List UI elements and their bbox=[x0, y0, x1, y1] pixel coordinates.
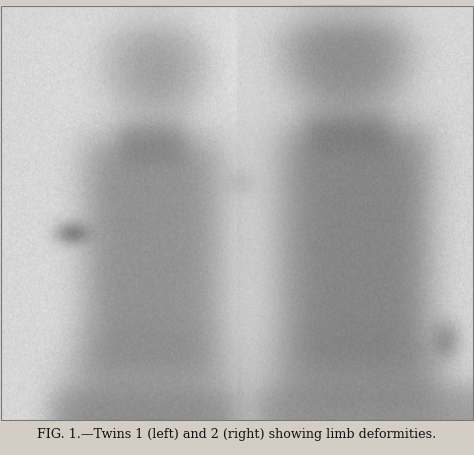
Text: FIG. 1.—Twins 1 (left) and 2 (right) showing limb deformities.: FIG. 1.—Twins 1 (left) and 2 (right) sho… bbox=[37, 429, 437, 441]
